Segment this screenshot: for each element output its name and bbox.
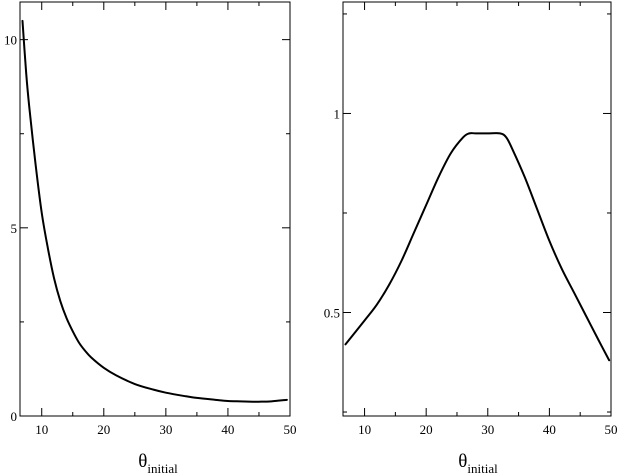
left-x-tick-label: 40: [221, 422, 234, 437]
right-plot-frame: [342, 1, 612, 417]
left-x-tick-label: 10: [35, 422, 48, 437]
left-x-axis-label-main: θ: [138, 451, 147, 472]
left-x-tick-label: 30: [159, 422, 172, 437]
right-x-tick-label: 40: [543, 422, 556, 437]
left-x-tick-label: 20: [97, 422, 110, 437]
right-series-line-0: [344, 132, 611, 362]
right-x-axis-label: θinitial: [458, 451, 498, 476]
right-x-tick-label: 10: [358, 422, 371, 437]
right-x-tick-label: 30: [481, 422, 494, 437]
right-y-tick-label: 0.5: [324, 306, 340, 321]
left-y-tick-label: 0: [11, 409, 18, 424]
left-y-tick-label: 5: [11, 221, 18, 236]
left-plot-frame: [19, 1, 291, 417]
left-series-line-0: [21, 19, 288, 403]
right-panel: 10 20 30 40 50 0.5 1: [324, 1, 618, 437]
left-panel: 10 20 30 40 50 0 5 10: [4, 1, 297, 437]
left-x-tick-label: 50: [284, 422, 297, 437]
right-x-axis-label-main: θ: [458, 451, 467, 472]
right-x-tick-label: 20: [420, 422, 433, 437]
right-y-tick-label: 1: [334, 106, 341, 121]
left-x-axis-label-subscript: initial: [147, 461, 178, 476]
right-x-tick-label: 50: [605, 422, 618, 437]
right-x-axis-label-subscript: initial: [467, 461, 498, 476]
left-x-axis-label: θinitial: [138, 451, 178, 476]
left-y-tick-label: 10: [4, 33, 17, 48]
